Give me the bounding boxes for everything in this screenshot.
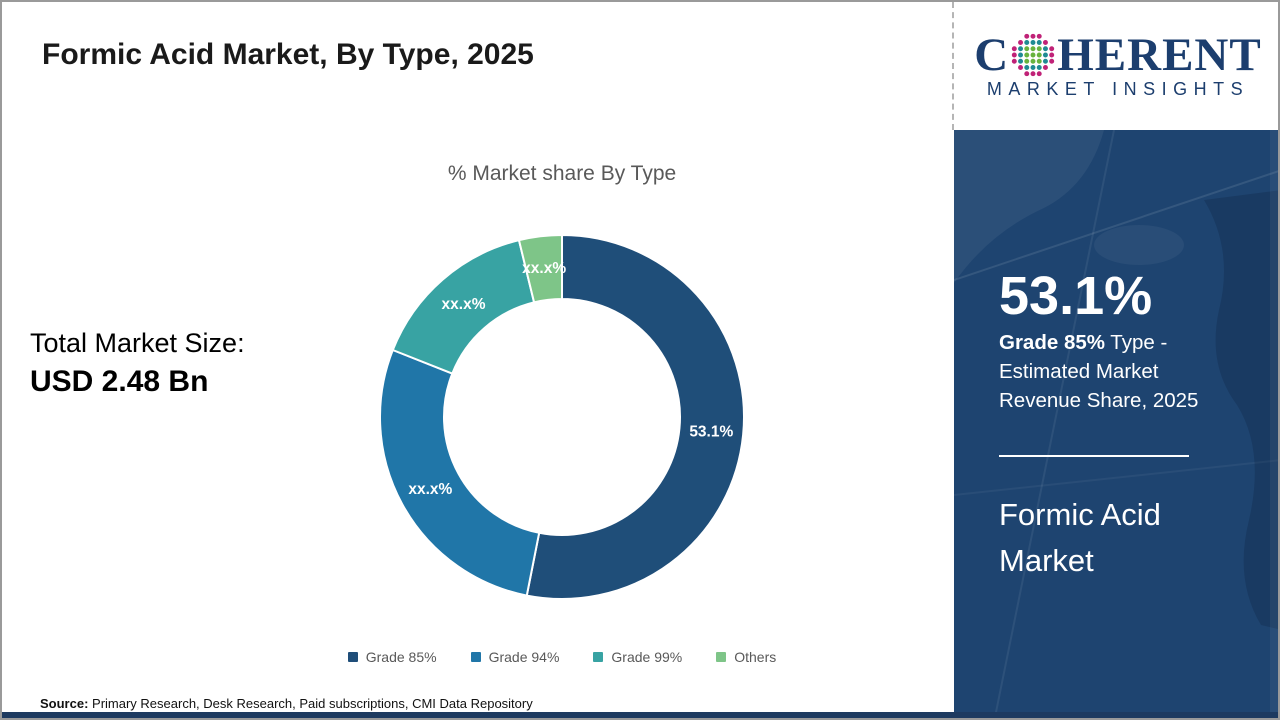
- sidebar-stat-description: Grade 85% Type - Estimated Market Revenu…: [999, 331, 1199, 412]
- donut-segment-others: [517, 234, 563, 304]
- logo: C HERENT: [974, 28, 1262, 81]
- legend-item-grade-99-: Grade 99%: [593, 649, 682, 665]
- source-line: Source: Primary Research, Desk Research,…: [40, 696, 533, 711]
- source-text: Primary Research, Desk Research, Paid su…: [88, 696, 533, 711]
- logo-text-post: HERENT: [1057, 28, 1262, 81]
- legend-swatch: [716, 652, 727, 662]
- sidebar: 53.1% Grade 85% Type - Estimated Market …: [954, 130, 1278, 718]
- chart-title: % Market share By Type: [447, 162, 677, 185]
- total-market-size: Total Market Size: USD 2.48 Bn: [30, 324, 245, 402]
- page-title: Formic Acid Market, By Type, 2025: [42, 38, 534, 71]
- logo-globe-icon: [1012, 33, 1055, 76]
- legend-label: Grade 99%: [611, 649, 683, 665]
- total-market-size-value: USD 2.48 Bn: [30, 365, 209, 398]
- legend-swatch: [470, 652, 481, 662]
- chart-legend: Grade 85% Grade 94% Grade 99% Others: [162, 649, 962, 665]
- sidebar-stat-segment: Grade 85%: [999, 331, 1105, 354]
- segment-value-label: 53.1%: [689, 424, 733, 441]
- logo-text-pre: C: [974, 28, 1010, 81]
- segment-value-label: xx.x%: [522, 260, 566, 277]
- legend-swatch: [347, 652, 358, 662]
- donut-segment-grade-85-: [525, 234, 745, 600]
- donut-segment-grade-94-: [379, 349, 541, 597]
- legend-label: Others: [734, 649, 777, 665]
- total-market-size-label: Total Market Size:: [30, 328, 245, 358]
- sidebar-product-name: Formic Acid Market: [999, 497, 1161, 578]
- legend-swatch: [593, 652, 604, 662]
- legend-item-others: Others: [716, 649, 776, 665]
- legend-item-grade-85-: Grade 85%: [347, 649, 437, 665]
- world-map-texture: [954, 130, 1278, 718]
- segment-value-label: xx.x%: [442, 296, 486, 313]
- segment-value-label: xx.x%: [408, 481, 452, 498]
- sidebar-stat-value: 53.1%: [999, 266, 1153, 326]
- logo-area: C HERENT MARKET INSIGHTS: [952, 2, 1278, 130]
- logo-subtext: MARKET INSIGHTS: [986, 78, 1250, 99]
- bottom-accent-bar: [2, 712, 1278, 718]
- sidebar-divider: [999, 455, 1189, 457]
- legend-label: Grade 85%: [365, 649, 437, 665]
- source-label: Source:: [40, 696, 89, 711]
- legend-label: Grade 94%: [488, 649, 560, 665]
- donut-chart-svg: 53.1% xx.x% xx.x% xx.x%: [379, 234, 745, 600]
- legend-item-grade-94-: Grade 94%: [470, 649, 560, 665]
- donut-chart: 53.1% xx.x% xx.x% xx.x%: [362, 217, 762, 617]
